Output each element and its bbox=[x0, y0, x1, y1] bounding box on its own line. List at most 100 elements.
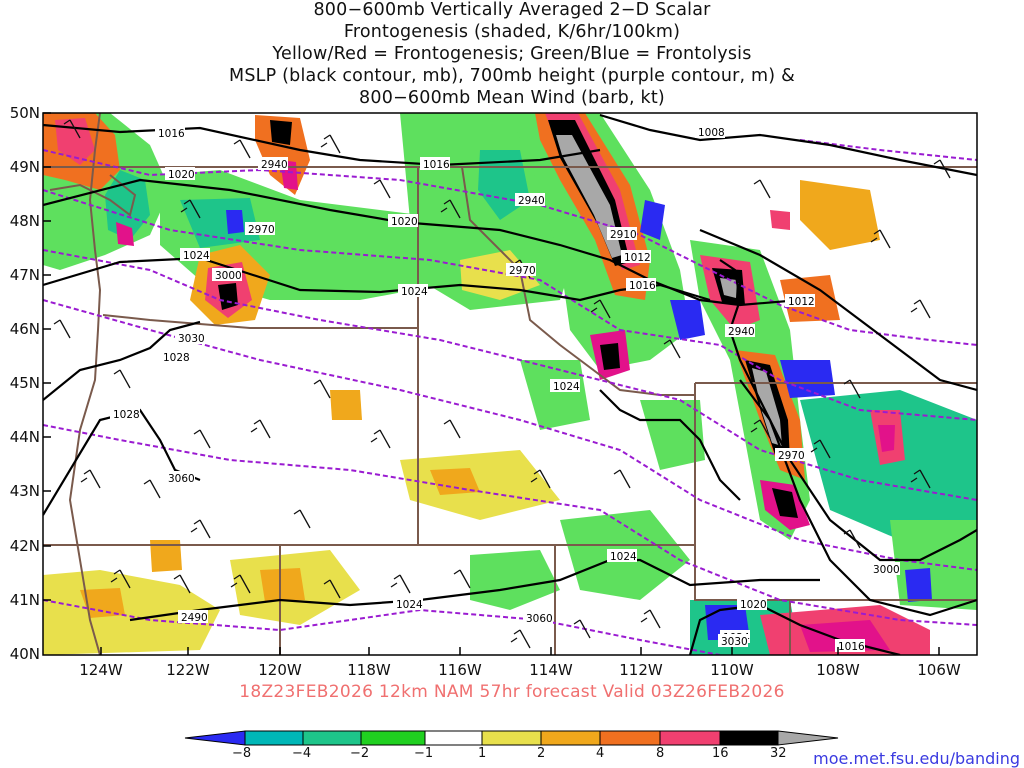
lon-label: 116W bbox=[438, 661, 482, 679]
title-line-2: Frontogenesis (shaded, K/6hr/100km) bbox=[343, 22, 681, 42]
frontogenesis-max bbox=[270, 120, 292, 145]
lat-label: 42N bbox=[9, 537, 40, 555]
frontolysis-patch bbox=[226, 210, 244, 234]
frontolysis-patch bbox=[520, 360, 590, 430]
mslp-label: 1012 bbox=[624, 252, 651, 264]
frontogenesis-patch bbox=[800, 620, 890, 652]
mslp-label: 1008 bbox=[698, 127, 725, 139]
lat-label: 45N bbox=[9, 374, 40, 392]
frontogenesis-extreme bbox=[556, 135, 622, 258]
lon-label: 106W bbox=[917, 661, 961, 679]
map-frame bbox=[42, 112, 978, 656]
frontolysis-patch bbox=[640, 400, 705, 470]
height-label: 3030 bbox=[721, 636, 748, 648]
mslp-label: 1024 bbox=[183, 250, 210, 262]
lon-label: 122W bbox=[166, 661, 210, 679]
mslp-label: 1020 bbox=[740, 599, 767, 611]
frontogenesis-patch bbox=[150, 540, 182, 572]
colorbar-label: −8 bbox=[232, 746, 252, 761]
mslp-label: 1016 bbox=[423, 159, 450, 171]
mslp-label: 1024 bbox=[401, 286, 428, 298]
axis-ticks bbox=[43, 112, 940, 655]
contour-labels: 1016 1020 1024 1028 1028 1024 1020 1016 … bbox=[110, 125, 900, 653]
washington-oregon-border bbox=[102, 167, 419, 329]
frontogenesis-max bbox=[772, 488, 798, 518]
colorbar-swatch bbox=[720, 731, 778, 745]
title-line-4: MSLP (black contour, mb), 700mb height (… bbox=[229, 66, 795, 86]
frontolysis-patch bbox=[800, 390, 977, 540]
lat-label: 46N bbox=[9, 320, 40, 338]
lon-label: 112W bbox=[619, 661, 663, 679]
colorbar-swatch bbox=[777, 730, 839, 746]
colorbar-label: −1 bbox=[414, 746, 434, 761]
colorbar-swatch bbox=[659, 730, 721, 746]
lon-label: 120W bbox=[258, 661, 302, 679]
colorbar-label: −4 bbox=[292, 746, 312, 761]
frontogenesis-patch bbox=[80, 588, 125, 618]
frontolysis-patch bbox=[670, 300, 705, 340]
height-label: 2970 bbox=[248, 224, 275, 236]
frontogenesis-patch bbox=[116, 222, 134, 246]
colorbar-label: 4 bbox=[596, 746, 605, 761]
height-label: 2940 bbox=[261, 159, 288, 171]
colorbar-swatch bbox=[481, 730, 542, 746]
lat-label: 47N bbox=[9, 266, 40, 284]
height-label: 3030 bbox=[178, 333, 205, 345]
mslp-label: 1024 bbox=[396, 599, 423, 611]
source-credit: moe.met.fsu.edu/banding bbox=[813, 749, 1020, 768]
lon-label: 108W bbox=[816, 661, 860, 679]
frontogenesis-max bbox=[218, 283, 238, 310]
colorbar-label: 16 bbox=[712, 746, 729, 761]
lat-label: 48N bbox=[9, 212, 40, 230]
colorbar-label: 8 bbox=[656, 746, 665, 761]
frontolysis-patch bbox=[905, 568, 932, 602]
mslp-label: 1024 bbox=[553, 381, 580, 393]
colorbar-swatch bbox=[360, 730, 426, 746]
mslp-label: 1020 bbox=[168, 169, 195, 181]
frontolysis-patch bbox=[780, 360, 835, 398]
frontogenesis-max bbox=[600, 343, 620, 370]
mslp-label: 1012 bbox=[788, 296, 815, 308]
lon-label: 124W bbox=[79, 661, 123, 679]
frontogenesis-extreme bbox=[752, 368, 782, 446]
height-label: 3060 bbox=[168, 473, 195, 485]
mslp-label: 1016 bbox=[629, 280, 656, 292]
mslp-label: 1024 bbox=[610, 551, 637, 563]
coastal-inlet bbox=[49, 174, 137, 217]
frontogenesis-patch bbox=[878, 425, 895, 452]
height-label: 2490 bbox=[181, 612, 208, 624]
frontogenesis-patch bbox=[260, 568, 305, 602]
frontogenesis-patch bbox=[400, 450, 560, 520]
colorbar bbox=[184, 730, 839, 746]
lat-label: 44N bbox=[9, 428, 40, 446]
colorbar-swatch bbox=[184, 730, 246, 746]
frontolysis-patch bbox=[890, 520, 977, 610]
mslp-label: 1016 bbox=[838, 641, 865, 653]
height-label: 2940 bbox=[518, 195, 545, 207]
forecast-valid-time: 18Z23FEB2026 12km NAM 57hr forecast Vali… bbox=[239, 682, 785, 702]
frontolysis-patch bbox=[640, 200, 665, 240]
mslp-label: 1020 bbox=[391, 216, 418, 228]
frontogenesis-patch bbox=[770, 210, 790, 230]
frontogenesis-patch bbox=[430, 468, 480, 495]
title-line-1: 800−600mb Vertically Averaged 2−D Scalar bbox=[313, 0, 711, 20]
mslp-contours bbox=[43, 113, 977, 655]
lon-label: 110W bbox=[710, 661, 754, 679]
title-line-5: 800−600mb Mean Wind (barb, kt) bbox=[359, 88, 665, 108]
frontolysis-patch bbox=[470, 550, 560, 610]
lat-label: 50N bbox=[9, 104, 40, 122]
colorbar-label: 2 bbox=[537, 746, 546, 761]
height-label: 2940 bbox=[728, 326, 755, 338]
frontogenesis-patch bbox=[330, 390, 362, 420]
colorbar-label: −2 bbox=[350, 746, 370, 761]
idaho-montana-border bbox=[461, 166, 695, 396]
wyoming-border bbox=[694, 383, 977, 601]
lon-label: 118W bbox=[347, 661, 391, 679]
colorbar-swatch bbox=[540, 730, 601, 746]
mslp-label: 1028 bbox=[113, 409, 140, 421]
height-label: 3000 bbox=[873, 564, 900, 576]
state-borders bbox=[43, 113, 977, 655]
mslp-label: 1016 bbox=[158, 128, 185, 140]
frontogenesis-extreme bbox=[720, 278, 737, 298]
